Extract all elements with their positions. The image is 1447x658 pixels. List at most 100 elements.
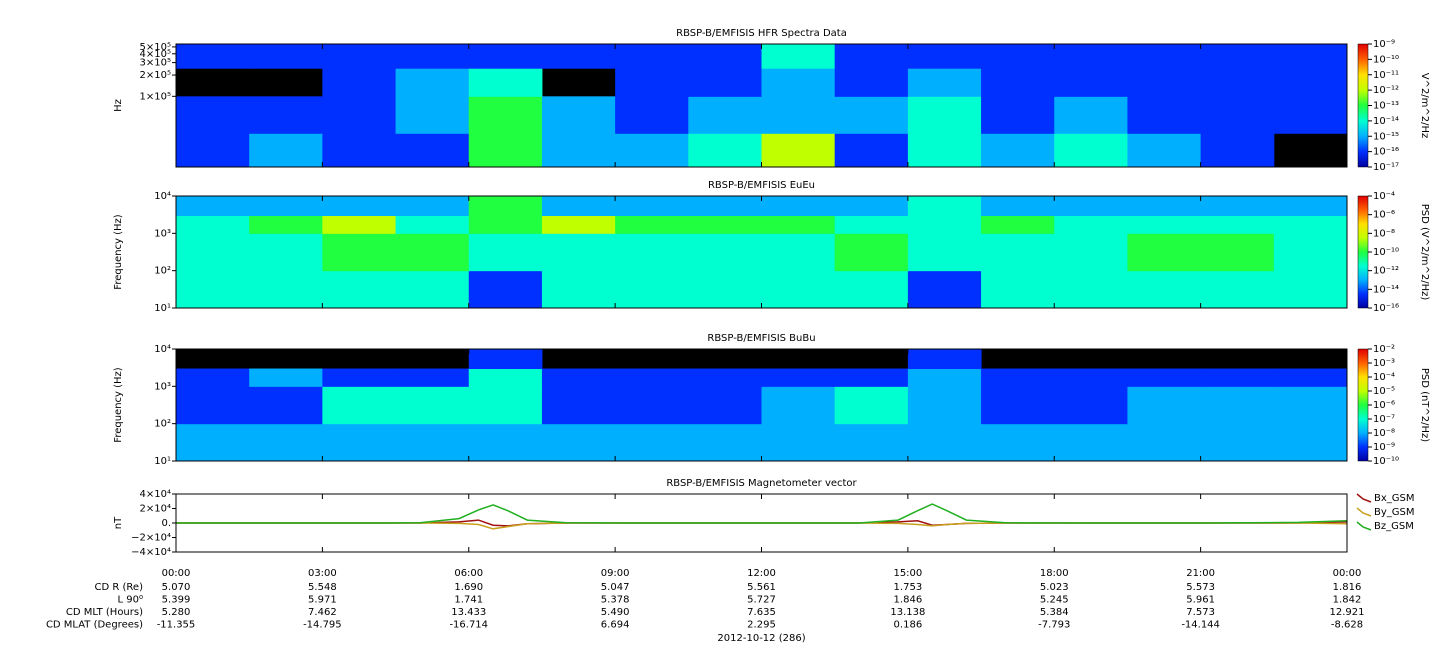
- heatmap-cell: [1127, 423, 1202, 462]
- heatmap-cell: [1127, 386, 1202, 425]
- ephemeris-value: 6.694: [601, 620, 630, 631]
- heatmap-cell: [761, 196, 836, 217]
- ephemeris-value: 7.573: [1186, 607, 1215, 618]
- heatmap-cell: [395, 386, 470, 425]
- heatmap-cell: [1054, 96, 1128, 134]
- data-line: [176, 522, 1348, 530]
- heatmap-cell: [395, 233, 470, 272]
- panel-title: RBSP-B/EMFISIS EuEu: [708, 180, 815, 191]
- ephemeris-value: 1.816: [1333, 582, 1362, 593]
- heatmap-cell: [615, 270, 689, 309]
- colorbar-tick-label: 10⁻¹²: [1373, 85, 1399, 96]
- colorbar-tick-label: 10⁻⁶: [1373, 210, 1395, 221]
- legend-symbol: [1356, 507, 1372, 517]
- heatmap-cell: [1054, 44, 1128, 69]
- heatmap-cell: [249, 386, 323, 425]
- heatmap-cell: [249, 196, 323, 217]
- ephemeris-value: 5.384: [1040, 607, 1069, 618]
- colorbar: [1357, 43, 1369, 168]
- heatmap-cell: [615, 96, 689, 134]
- heatmap-cell: [468, 349, 543, 370]
- heatmap-cell: [688, 215, 762, 234]
- heatmap-cell: [834, 368, 909, 387]
- heatmap-cell: [176, 423, 250, 462]
- heatmap-cell: [395, 423, 470, 462]
- y-axis-label: nT: [113, 516, 124, 529]
- heatmap-cell: [907, 270, 982, 309]
- heatmap-cell: [1273, 44, 1348, 69]
- heatmap-cell: [615, 386, 689, 425]
- heatmap-cell: [541, 44, 616, 69]
- heatmap-cell: [249, 368, 323, 387]
- ephemeris-value: -14.144: [1181, 620, 1220, 631]
- heatmap-cell: [1200, 68, 1275, 97]
- ephemeris-value: 2.295: [747, 620, 776, 631]
- ephemeris-value: 5.573: [1186, 582, 1215, 593]
- ephemeris-value: 5.548: [308, 582, 337, 593]
- heatmap-cell: [395, 270, 470, 309]
- ephemeris-value: 5.399: [162, 595, 191, 606]
- heatmap-cell: [688, 270, 762, 309]
- heatmap-cell: [688, 68, 762, 97]
- heatmap-cell: [615, 368, 689, 387]
- heatmap-cell: [761, 270, 836, 309]
- colorbar-tick-label: 10⁻⁴: [1373, 372, 1395, 383]
- heatmap-cell: [1273, 233, 1348, 272]
- heatmap-cell: [834, 196, 909, 217]
- heatmap-cell: [322, 133, 397, 168]
- heatmap-cell: [468, 215, 543, 234]
- colorbar-tick-label: 10⁻¹⁵: [1373, 131, 1399, 142]
- heatmap-cell: [907, 68, 982, 97]
- heatmap-cell: [834, 44, 909, 69]
- ephemeris-value: 5.245: [1040, 595, 1069, 606]
- colorbar: [1357, 348, 1369, 462]
- legend-symbol: [1356, 521, 1372, 531]
- x-tick-label: 12:00: [747, 568, 776, 579]
- x-tick-label: 06:00: [454, 568, 483, 579]
- y-tick-label: 2×10⁴: [140, 504, 171, 515]
- heatmap-cell: [688, 44, 762, 69]
- heatmap-cell: [176, 133, 250, 168]
- heatmap-cell: [688, 386, 762, 425]
- x-axis-label: 2012-10-12 (286): [717, 633, 805, 644]
- heatmap-cell: [1200, 233, 1275, 272]
- y-tick-label: 10¹: [154, 456, 171, 467]
- ephemeris-value: 7.462: [308, 607, 337, 618]
- heatmap-cell: [1127, 133, 1202, 168]
- heatmap-cell: [468, 386, 543, 425]
- heatmap-cell: [541, 368, 616, 387]
- ephemeris-value: 5.280: [162, 607, 191, 618]
- heatmap-cell: [322, 96, 397, 134]
- panel-title: RBSP-B/EMFISIS BuBu: [707, 333, 815, 344]
- heatmap-cell: [468, 423, 543, 462]
- colorbar-tick-label: 10⁻³: [1373, 358, 1395, 369]
- heatmap-cell: [907, 133, 982, 168]
- y-tick-label: 10⁴: [154, 344, 171, 355]
- heatmap-cell: [907, 349, 982, 370]
- heatmap-cell: [468, 68, 543, 97]
- heatmap-cell: [1127, 233, 1202, 272]
- heatmap-cell: [981, 68, 1055, 97]
- heatmap-cell: [176, 96, 250, 134]
- heatmap-cell: [1054, 423, 1128, 462]
- heatmap-cell: [468, 368, 543, 387]
- heatmap-cell: [176, 215, 250, 234]
- heatmap-cell: [688, 423, 762, 462]
- ephemeris-value: 5.378: [601, 595, 630, 606]
- y-tick-label: −4×10⁴: [131, 547, 171, 558]
- heatmap-cell: [981, 44, 1055, 69]
- y-tick-label: 4×10⁵: [140, 49, 171, 60]
- data-line: [176, 503, 1348, 524]
- heatmap-cell: [395, 44, 470, 69]
- heatmap-cell: [541, 96, 616, 134]
- heatmap-cell: [761, 386, 836, 425]
- colorbar: [1357, 195, 1369, 309]
- heatmap-cell: [834, 386, 909, 425]
- heatmap-cell: [176, 270, 250, 309]
- heatmap-cell: [1127, 196, 1202, 217]
- heatmap-cell: [322, 386, 397, 425]
- heatmap-cell: [761, 368, 836, 387]
- heatmap-cell: [541, 270, 616, 309]
- heatmap-cell: [981, 215, 1055, 234]
